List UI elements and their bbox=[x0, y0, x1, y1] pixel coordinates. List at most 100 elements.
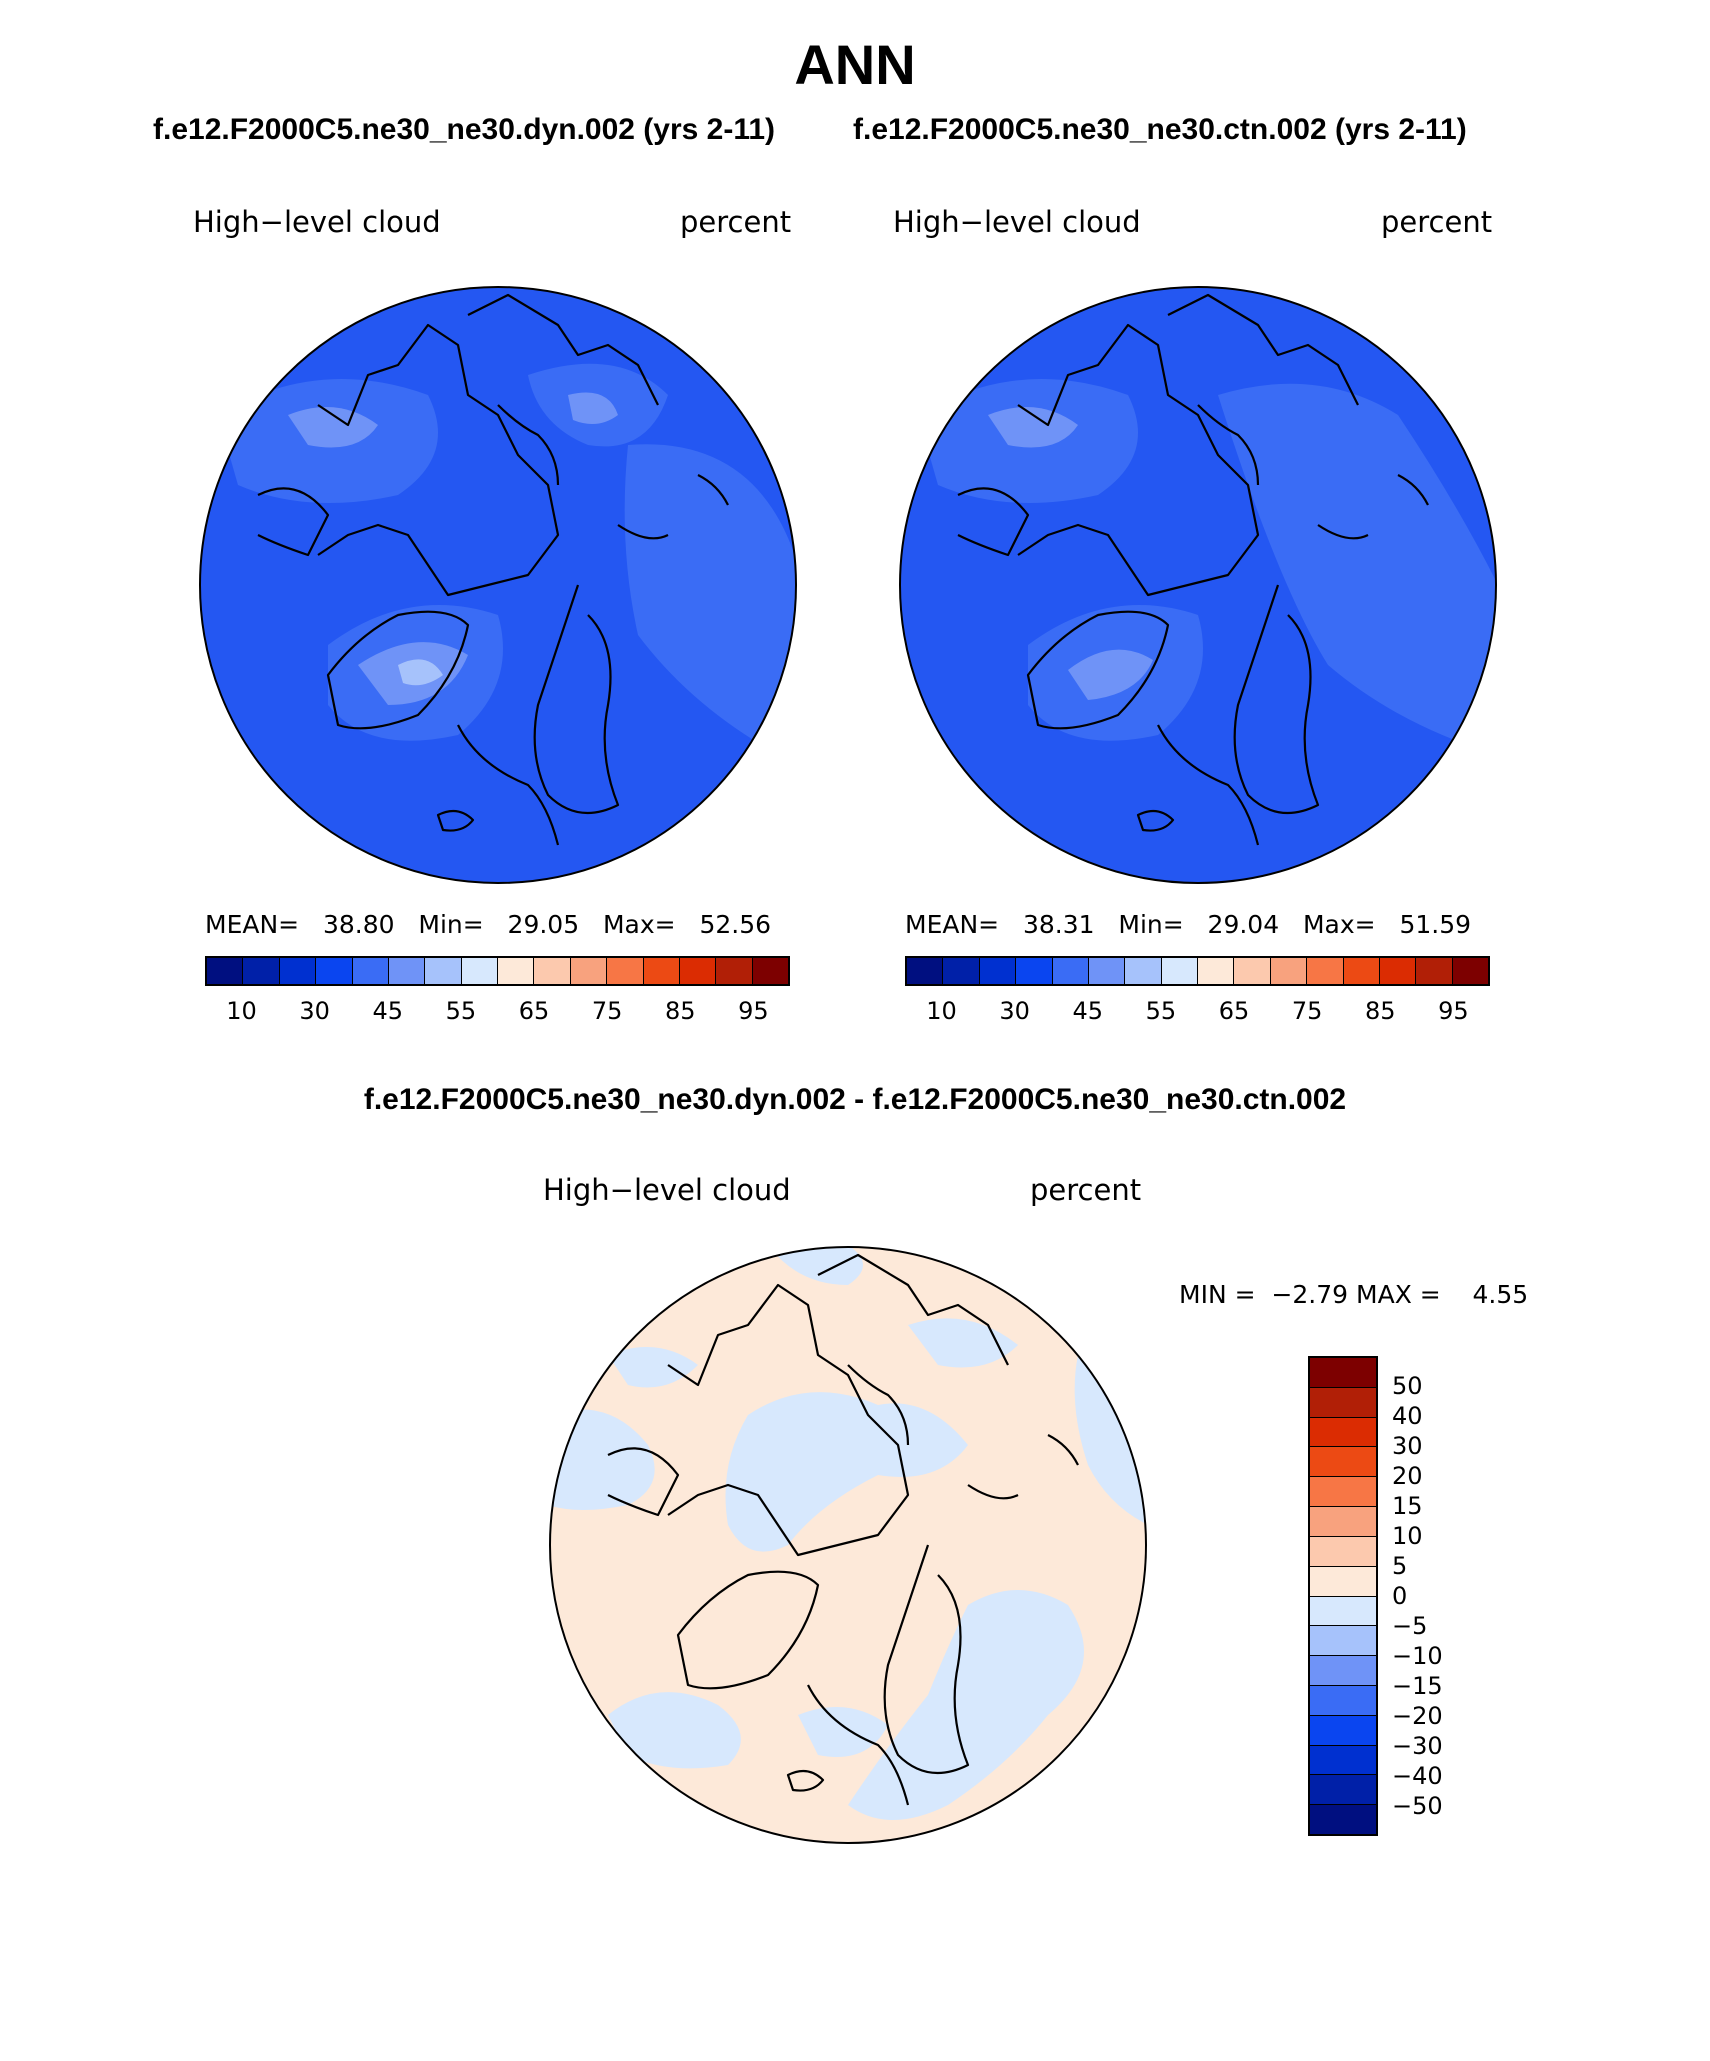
colorbar-tick-label: 5 bbox=[1392, 1552, 1408, 1580]
colorbar-swatch bbox=[1310, 1417, 1376, 1448]
left-polar-map bbox=[199, 286, 797, 884]
left-colorbar-ticks: 10 30 45 55 65 75 85 95 bbox=[205, 997, 790, 1027]
colorbar-swatch bbox=[1310, 1596, 1376, 1627]
colorbar-tick-label: 45 bbox=[1072, 997, 1104, 1025]
colorbar-swatch bbox=[1088, 958, 1126, 984]
colorbar-swatch bbox=[607, 958, 644, 984]
colorbar-tick-label: −10 bbox=[1392, 1642, 1443, 1670]
colorbar-swatch bbox=[1379, 958, 1417, 984]
colorbar-tick-label: 30 bbox=[299, 997, 330, 1025]
colorbar-tick-label: 30 bbox=[999, 997, 1030, 1025]
right-max-label: Max= bbox=[1302, 910, 1376, 939]
left-colorbar bbox=[205, 956, 790, 986]
colorbar-swatch bbox=[1310, 1775, 1376, 1806]
left-max-label: Max= bbox=[602, 910, 676, 939]
colorbar-tick-label: 75 bbox=[1291, 997, 1323, 1025]
colorbar-swatch bbox=[243, 958, 280, 984]
difference-subtitle: f.e12.F2000C5.ne30_ne30.dyn.002 - f.e12.… bbox=[363, 1083, 1347, 1116]
diff-stats: MIN = −2.79 MAX = 4.55 bbox=[1179, 1280, 1528, 1309]
colorbar-swatch bbox=[316, 958, 353, 984]
colorbar-swatch bbox=[1052, 958, 1089, 984]
right-colorbar-ticks: 10 30 45 55 65 75 85 95 bbox=[905, 997, 1490, 1027]
diff-min-value: −2.79 bbox=[1271, 1280, 1349, 1309]
colorbar-tick-label: 20 bbox=[1392, 1462, 1423, 1490]
colorbar-tick-label: 40 bbox=[1392, 1402, 1423, 1430]
colorbar-swatch bbox=[1310, 1387, 1376, 1418]
right-variable-label: High−level cloud bbox=[893, 205, 1141, 239]
colorbar-tick-label: 55 bbox=[1145, 997, 1177, 1025]
colorbar-tick-label: 65 bbox=[1218, 997, 1250, 1025]
colorbar-swatch bbox=[1310, 1656, 1376, 1686]
diff-min-label: MIN = bbox=[1179, 1280, 1256, 1309]
colorbar-swatch bbox=[1270, 958, 1308, 984]
left-max-value: 52.56 bbox=[699, 910, 772, 939]
colorbar-swatch bbox=[643, 958, 680, 984]
colorbar-tick-label: 30 bbox=[1392, 1432, 1423, 1460]
colorbar-tick-label: −15 bbox=[1392, 1672, 1443, 1700]
colorbar-swatch bbox=[1452, 958, 1488, 984]
colorbar-swatch bbox=[1310, 1745, 1376, 1776]
diff-max-value: 4.55 bbox=[1472, 1280, 1529, 1309]
colorbar-swatch bbox=[207, 958, 244, 984]
colorbar-tick-label: 85 bbox=[665, 997, 696, 1025]
colorbar-swatch bbox=[570, 958, 608, 984]
colorbar-swatch bbox=[1016, 958, 1053, 984]
colorbar-swatch bbox=[1310, 1685, 1376, 1716]
right-min-value: 29.04 bbox=[1207, 910, 1280, 939]
colorbar-swatch bbox=[498, 958, 535, 984]
right-mean-value: 38.31 bbox=[1022, 910, 1095, 939]
difference-colorbar bbox=[1308, 1356, 1378, 1836]
left-stats: MEAN= 38.80 Min= 29.05 Max= 52.56 bbox=[205, 910, 771, 939]
colorbar-tick-label: 10 bbox=[1392, 1522, 1423, 1550]
colorbar-swatch bbox=[943, 958, 980, 984]
colorbar-swatch bbox=[1310, 1507, 1376, 1537]
colorbar-swatch bbox=[388, 958, 426, 984]
figure-title: ANN bbox=[794, 33, 916, 96]
colorbar-tick-label: 0 bbox=[1392, 1582, 1408, 1610]
colorbar-tick-label: 15 bbox=[1392, 1492, 1423, 1520]
left-mean-label: MEAN= bbox=[205, 910, 300, 939]
colorbar-swatch bbox=[1343, 958, 1380, 984]
colorbar-swatch bbox=[716, 958, 753, 984]
colorbar-swatch bbox=[1310, 1805, 1376, 1834]
left-variable-label: High−level cloud bbox=[193, 205, 441, 239]
colorbar-tick-label: 55 bbox=[445, 997, 477, 1025]
difference-polar-map bbox=[549, 1246, 1147, 1844]
left-units-label: percent bbox=[680, 205, 792, 239]
colorbar-swatch bbox=[1310, 1566, 1376, 1597]
right-max-value: 51.59 bbox=[1399, 910, 1472, 939]
colorbar-tick-label: 10 bbox=[226, 997, 257, 1025]
colorbar-tick-label: 65 bbox=[518, 997, 550, 1025]
colorbar-tick-label: 85 bbox=[1365, 997, 1396, 1025]
diff-variable-label: High−level cloud bbox=[543, 1173, 791, 1207]
right-panel-subtitle: f.e12.F2000C5.ne30_ne30.ctn.002 (yrs 2-1… bbox=[853, 113, 1467, 146]
colorbar-swatch bbox=[679, 958, 717, 984]
right-units-label: percent bbox=[1381, 205, 1493, 239]
colorbar-swatch bbox=[907, 958, 944, 984]
colorbar-tick-label: 10 bbox=[926, 997, 957, 1025]
colorbar-tick-label: −50 bbox=[1392, 1792, 1443, 1820]
colorbar-tick-label: −30 bbox=[1392, 1732, 1443, 1760]
colorbar-swatch bbox=[1310, 1358, 1376, 1388]
colorbar-tick-label: −5 bbox=[1392, 1612, 1428, 1640]
right-polar-map bbox=[899, 286, 1497, 884]
colorbar-swatch bbox=[1310, 1477, 1376, 1508]
left-min-value: 29.05 bbox=[507, 910, 580, 939]
colorbar-tick-label: 75 bbox=[591, 997, 623, 1025]
colorbar-tick-label: −20 bbox=[1392, 1702, 1443, 1730]
colorbar-tick-label: 95 bbox=[738, 997, 769, 1025]
colorbar-swatch bbox=[425, 958, 462, 984]
left-min-label: Min= bbox=[418, 910, 484, 939]
colorbar-swatch bbox=[1198, 958, 1235, 984]
right-mean-label: MEAN= bbox=[905, 910, 1000, 939]
colorbar-swatch bbox=[1310, 1715, 1376, 1746]
colorbar-swatch bbox=[1310, 1536, 1376, 1567]
colorbar-swatch bbox=[1125, 958, 1162, 984]
right-min-label: Min= bbox=[1118, 910, 1184, 939]
colorbar-swatch bbox=[1310, 1626, 1376, 1657]
diff-units-label: percent bbox=[1030, 1173, 1142, 1207]
colorbar-swatch bbox=[1416, 958, 1453, 984]
colorbar-tick-label: 95 bbox=[1438, 997, 1469, 1025]
colorbar-tick-label: −40 bbox=[1392, 1762, 1443, 1790]
colorbar-swatch bbox=[1234, 958, 1271, 984]
